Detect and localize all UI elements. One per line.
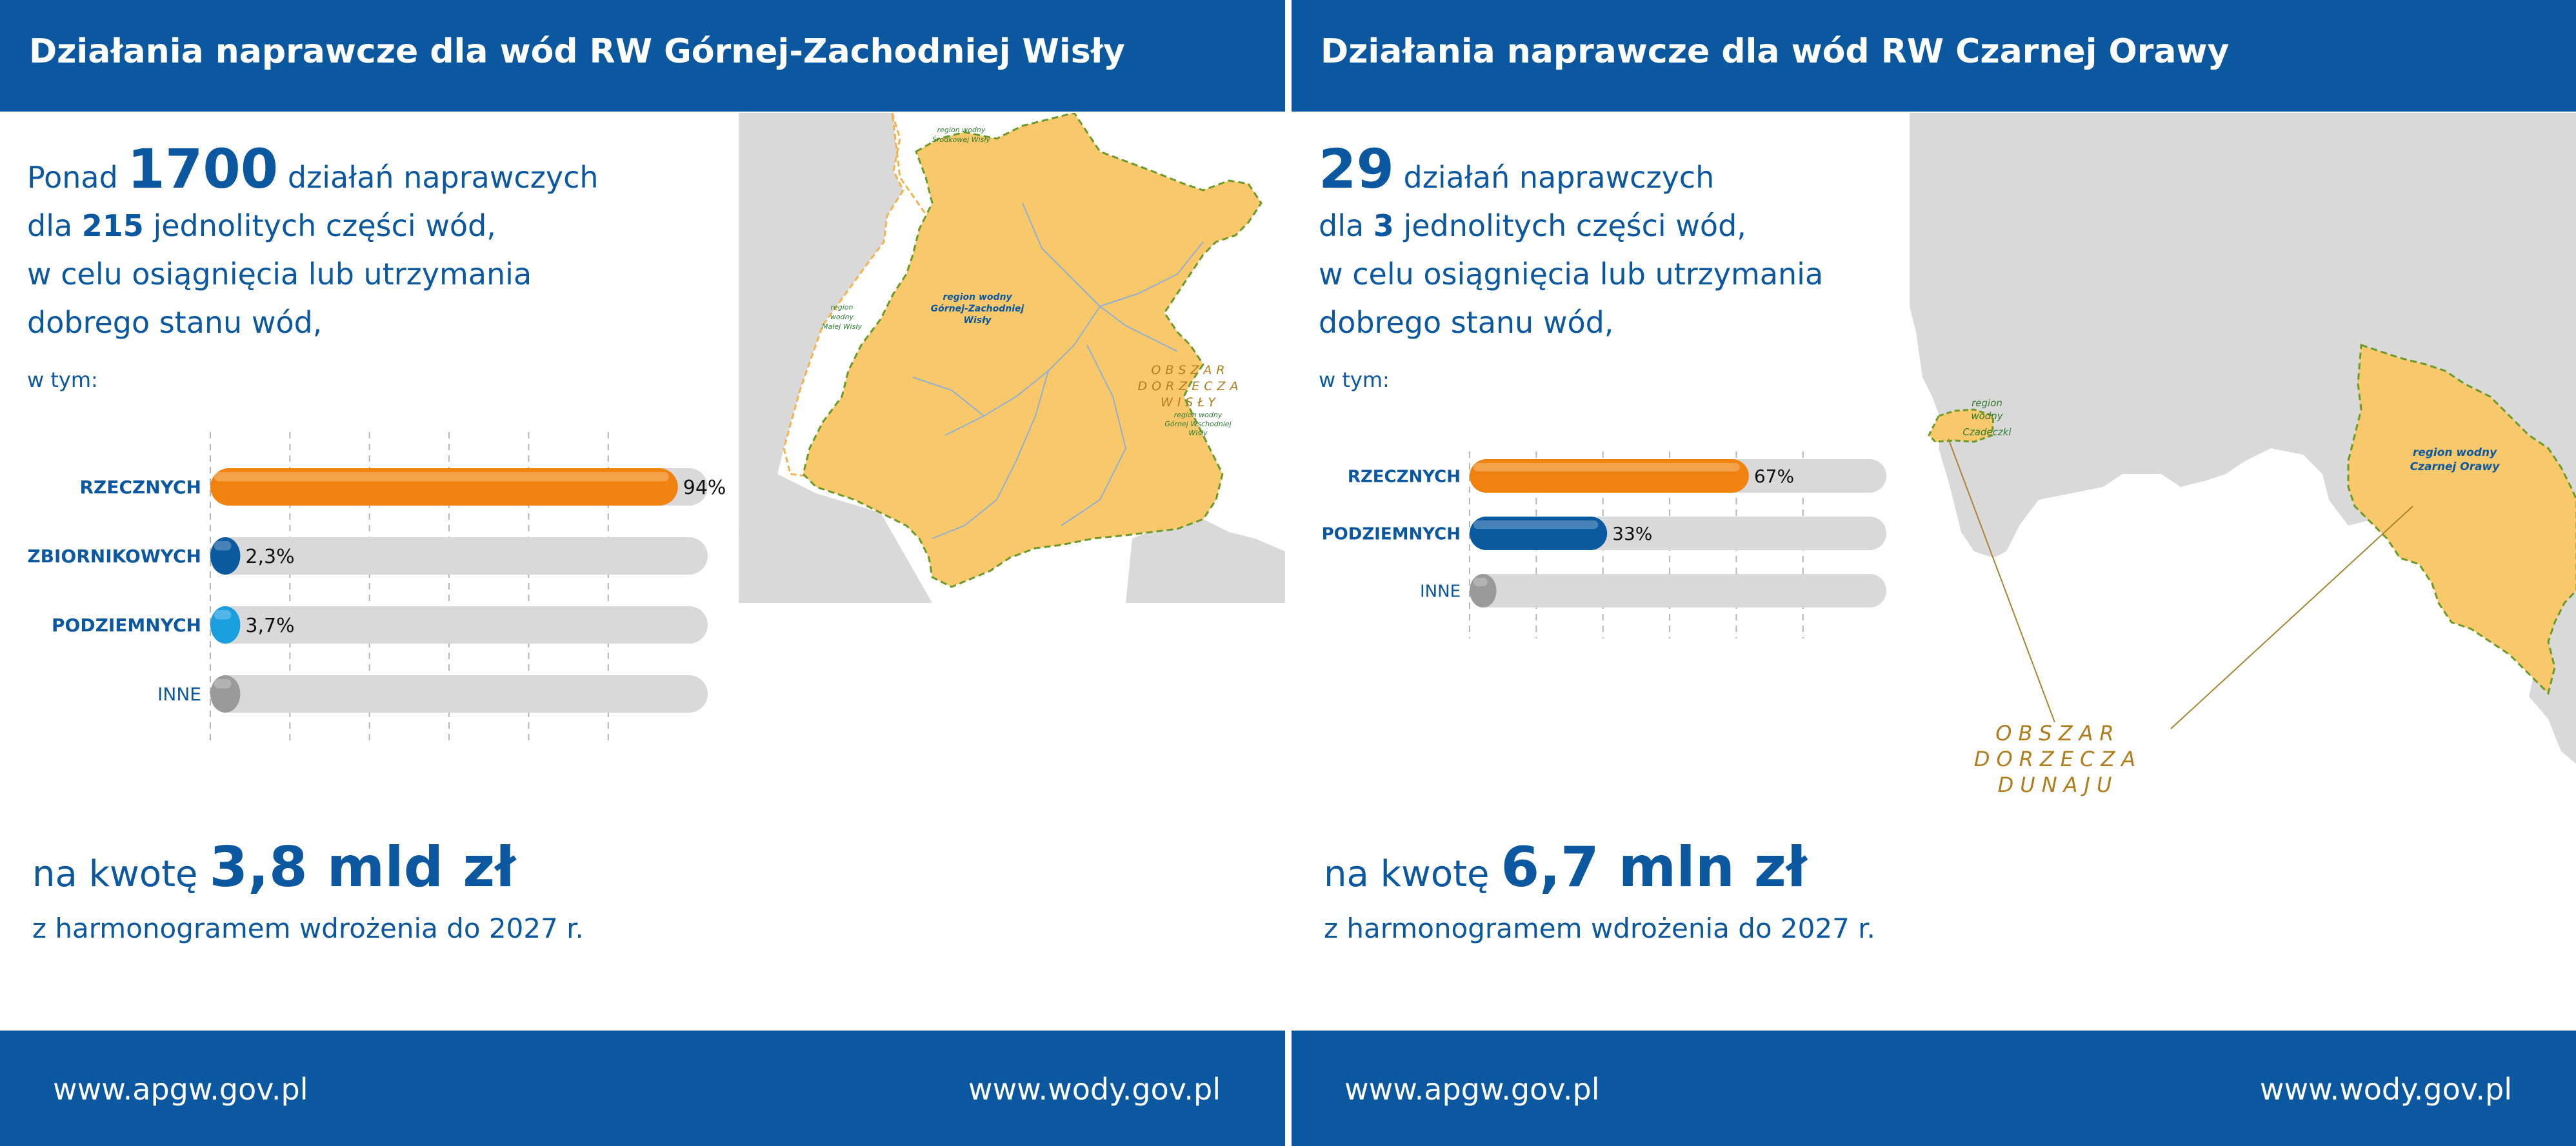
bar-podziemnych: [210, 606, 241, 644]
summary-prefix: Ponad: [27, 160, 118, 195]
header-bar: Działania naprawcze dla wód RW Górnej-Za…: [0, 0, 1285, 112]
wody-link[interactable]: www.wody.gov.pl: [968, 1072, 1221, 1107]
amount: na kwotę 6,7 mln zł: [1324, 835, 1807, 900]
map-label-wschodnia: Wisły: [1188, 429, 1208, 437]
summary-text: Ponad 1700 działań naprawczych dla 215 j…: [27, 142, 599, 347]
in-which-label: w tym:: [27, 368, 98, 392]
bar-zbiornikowych: [210, 537, 241, 575]
value-label: 67%: [1754, 466, 1794, 487]
summary-prefix: dla: [1319, 208, 1364, 243]
bar-highlight: [214, 679, 232, 689]
panel-divider: [1285, 0, 1292, 1146]
bar-rzecznych: [210, 468, 678, 506]
bar-chart-right: RZECZNYCH 67% PODZIEMNYCH 33% INNE: [1322, 451, 1886, 638]
amount-value: 3,8 mld zł: [209, 835, 516, 900]
value-label: 2,3%: [245, 546, 294, 568]
summary-line: dobrego stanu wód,: [1319, 305, 1614, 340]
map-label-czadeczka: wodny: [1971, 410, 2003, 422]
water-bodies-count: 215: [81, 208, 144, 243]
map-label-main-region: region wodny: [2413, 446, 2497, 459]
amount: na kwotę 3,8 mld zł: [32, 835, 515, 900]
right-panel: Działania naprawcze dla wód RW Czarnej O…: [1292, 0, 2576, 1146]
category-label: RZECZNYCH: [79, 477, 201, 498]
map-label-mala: region: [830, 303, 853, 311]
actions-count: 1700: [127, 137, 279, 201]
footer-bar: www.apgw.gov.pl www.wody.gov.pl: [1292, 1031, 2576, 1146]
category-label: RZECZNYCH: [1348, 467, 1461, 486]
map-czarna-orawa: region wodny Czarnej Orawy region wodny …: [1910, 113, 2576, 822]
schedule-text: z harmonogramem wdrożenia do 2027 r.: [1324, 913, 1875, 944]
in-which-label: w tym:: [1319, 368, 1390, 392]
bar-highlight: [1473, 578, 1488, 586]
summary-text: 29 działań naprawczych dla 3 jednolitych…: [1319, 142, 1824, 347]
summary-suffix: jednolitych części wód,: [1403, 208, 1746, 243]
wody-link[interactable]: www.wody.gov.pl: [2259, 1072, 2512, 1107]
map-label-mala: wodny: [830, 313, 854, 321]
summary-line: w celu osiągnięcia lub utrzymania: [27, 257, 532, 291]
apgw-link[interactable]: www.apgw.gov.pl: [1344, 1072, 1600, 1107]
map-label-basin: OBSZAR: [1151, 363, 1229, 377]
value-label: 33%: [1612, 523, 1652, 544]
map-label-czadeczka: Czadeczki: [1962, 426, 2012, 438]
map-label-basin: DORZECZA: [1974, 747, 2142, 771]
map-label-srodkowa: Środkowej Wisły: [932, 135, 990, 144]
map-label-basin: OBSZAR: [1995, 721, 2121, 746]
actions-count: 29: [1319, 137, 1394, 201]
header-bar: Działania naprawcze dla wód RW Czarnej O…: [1292, 0, 2576, 112]
bar-highlight: [1473, 520, 1599, 529]
value-label: 3,7%: [245, 615, 294, 637]
schedule-text: z harmonogramem wdrożenia do 2027 r.: [32, 913, 584, 944]
category-label: PODZIEMNYCH: [1322, 524, 1461, 544]
bar-inne: [1470, 574, 1497, 608]
map-label-mala: Małej Wisły: [822, 322, 863, 331]
bar-track: [1470, 574, 1886, 608]
left-panel: Działania naprawcze dla wód RW Górnej-Za…: [0, 0, 1285, 1146]
map-label-main-region: Czarnej Orawy: [2410, 460, 2501, 473]
map-label-basin: DORZECZA: [1137, 379, 1243, 393]
page-title: Działania naprawcze dla wód RW Czarnej O…: [1321, 32, 2230, 71]
category-label: PODZIEMNYCH: [52, 615, 201, 636]
category-label: ZBIORNIKOWYCH: [27, 546, 201, 567]
bar-rzecznych: [1470, 459, 1749, 493]
bar-chart-left: RZECZNYCH 94% ZBIORNIKOWYCH 2,3% PODZIEMNYCH…: [27, 432, 726, 745]
map-label-basin: DUNAJU: [1998, 773, 2119, 797]
summary-prefix: dla: [27, 208, 73, 243]
map-label-main-region: region wodny: [943, 292, 1012, 302]
bar-highlight: [214, 610, 232, 620]
amount-prefix: na kwotę: [1324, 853, 1490, 895]
bar-podziemnych: [1470, 517, 1608, 550]
map-label-czadeczka: region: [1972, 397, 2002, 409]
map-gorna-zachodnia-wisla: region wodny Górnej-Zachodniej Wisły reg…: [739, 112, 1285, 603]
amount-prefix: na kwotę: [32, 853, 198, 895]
map-label-basin: WISŁY: [1161, 395, 1220, 410]
summary-suffix: działań naprawczych: [287, 160, 599, 195]
map-label-srodkowa: region wodny: [937, 126, 986, 134]
bar-track: [210, 606, 708, 644]
bar-highlight: [214, 541, 232, 551]
summary-suffix: działań naprawczych: [1403, 160, 1715, 195]
map-label-wschodnia: region wodny: [1174, 411, 1223, 419]
bar-track: [210, 675, 708, 713]
bar-highlight: [1473, 463, 1740, 471]
summary-line: w celu osiągnięcia lub utrzymania: [1319, 257, 1824, 291]
footer-bar: www.apgw.gov.pl www.wody.gov.pl: [0, 1031, 1285, 1146]
bar-inne: [210, 675, 241, 713]
bar-highlight: [214, 472, 669, 482]
map-label-main-region: Wisły: [964, 315, 992, 326]
map-label-wschodnia: Górnej Wschodniej: [1164, 420, 1232, 428]
amount-value: 6,7 mln zł: [1501, 835, 1807, 900]
page-title: Działania naprawcze dla wód RW Górnej-Za…: [29, 32, 1125, 71]
map-label-main-region: Górnej-Zachodniej: [931, 304, 1024, 314]
summary-line: dobrego stanu wód,: [27, 305, 323, 340]
category-label: INNE: [1420, 582, 1461, 601]
category-label: INNE: [157, 684, 201, 705]
apgw-link[interactable]: www.apgw.gov.pl: [53, 1072, 308, 1107]
water-bodies-count: 3: [1373, 208, 1394, 243]
value-label: 94%: [683, 477, 726, 499]
summary-suffix: jednolitych części wód,: [153, 208, 496, 243]
bar-track: [210, 537, 708, 575]
